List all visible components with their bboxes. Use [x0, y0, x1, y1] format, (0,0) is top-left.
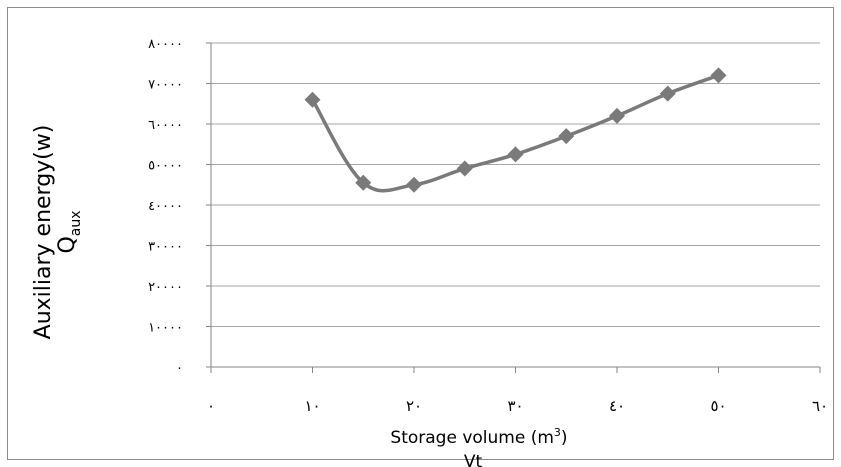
y-axis-title: Auxiliary energy(w): [31, 125, 56, 340]
y-tick-label: ٨٠٠٠٠: [148, 37, 183, 52]
data-point-marker: [659, 85, 676, 102]
data-point-marker: [609, 107, 625, 124]
y-tick-label: ٢٠٠٠٠: [148, 280, 183, 295]
x-tick-label: ٤٠: [609, 397, 625, 415]
data-point-marker: [710, 67, 727, 84]
y-tick-labels: ٠ ١٠٠٠٠ ٢٠٠٠٠ ٣٠٠٠٠ ٤٠٠٠٠ ٥٠٠٠٠ ٦٠٠٠٠ ٧٠٠٠٠ ٨٠٠٠…: [148, 37, 183, 376]
axes: [206, 42, 821, 373]
y-tick-label: ٧٠٠٠٠: [148, 78, 183, 93]
y-tick-label: ٥٠٠٠٠: [148, 159, 183, 174]
x-tick-label: ٢٠: [406, 397, 422, 415]
data-point-marker: [507, 146, 524, 163]
data-point-marker: [406, 176, 422, 193]
y-tick-label: ١٠٠٠٠: [148, 321, 183, 336]
x-tick-label: ٦٠: [812, 397, 828, 415]
chart-border: [7, 7, 834, 460]
y-tick-label: ٠: [176, 361, 183, 376]
y-tick-label: ٦٠٠٠٠: [148, 118, 183, 133]
y-tick-label: ٣٠٠٠٠: [148, 240, 183, 255]
data-point-marker: [304, 91, 321, 108]
x-tick-label: ١٠: [304, 397, 320, 415]
x-axis-title-sup: 3: [554, 426, 561, 439]
data-point-marker: [456, 160, 473, 177]
y-axis-title-line2: Qaux: [55, 210, 84, 253]
grid-lines: [211, 42, 820, 327]
y-axis-title-sub: aux: [68, 210, 84, 236]
y-axis-title-q: Q: [55, 236, 80, 253]
data-points: [304, 67, 727, 193]
x-tick-label: ٣٠: [507, 397, 523, 415]
data-point-marker: [558, 128, 575, 145]
x-tick-label: ٥٠: [710, 397, 726, 415]
y-tick-label: ٤٠٠٠٠: [148, 199, 183, 214]
x-tick-labels: ٠ ١٠ ٢٠ ٣٠ ٤٠ ٥٠ ٦٠: [207, 397, 828, 415]
x-tick-label: ٠: [207, 397, 215, 415]
data-point-marker: [355, 174, 372, 191]
x-axis-title-text: Storage volume (m: [390, 428, 554, 448]
x-axis-title-close: ): [561, 428, 568, 448]
x-axis-title: Storage volume (m3): [390, 426, 567, 448]
x-axis-title-line2: Vt: [464, 452, 483, 467]
